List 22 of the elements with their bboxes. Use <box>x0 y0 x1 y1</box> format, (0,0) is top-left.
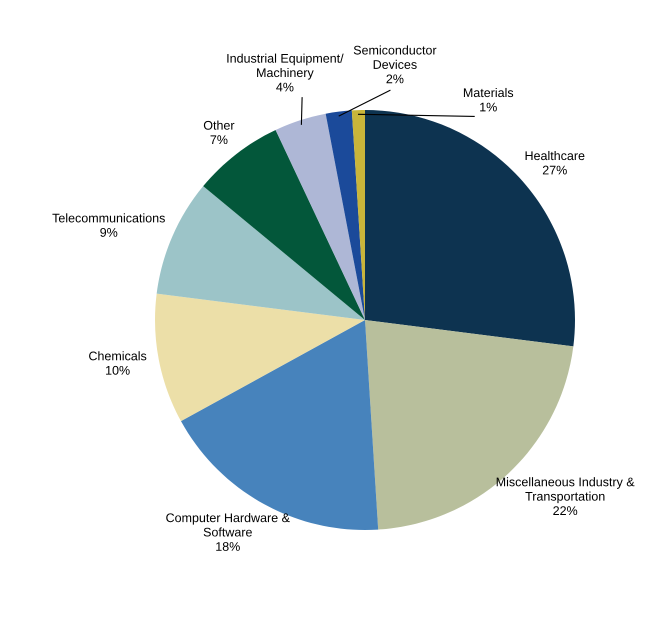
slice-label: Telecommunications <box>52 213 165 222</box>
slice-label: Semiconductor Devices <box>354 45 436 69</box>
data-label: 22% <box>553 506 578 516</box>
data-label: 9% <box>100 228 118 237</box>
slice-label: Healthcare <box>526 150 584 160</box>
data-label: 7% <box>210 135 228 144</box>
pie-slice <box>203 130 365 320</box>
slice-label: Materials <box>464 88 514 98</box>
pie-slice <box>276 114 365 320</box>
slice-label: Miscellaneous Industry & Transportation <box>496 477 634 504</box>
data-label: 1% <box>480 102 497 112</box>
slice-label: Chemicals <box>89 351 146 360</box>
pie-slice <box>155 294 365 422</box>
pie-slice <box>326 110 365 320</box>
data-label: 27% <box>542 166 567 174</box>
slice-label: Computer Hardware & Software <box>166 513 290 537</box>
data-label: 2% <box>386 74 404 84</box>
slice-label: Other <box>204 120 234 130</box>
data-label: 4% <box>276 82 294 92</box>
data-label: 10% <box>106 366 130 375</box>
data-label: 18% <box>216 542 240 551</box>
slice-label: Industrial Equipment/ Machinery <box>227 54 344 80</box>
